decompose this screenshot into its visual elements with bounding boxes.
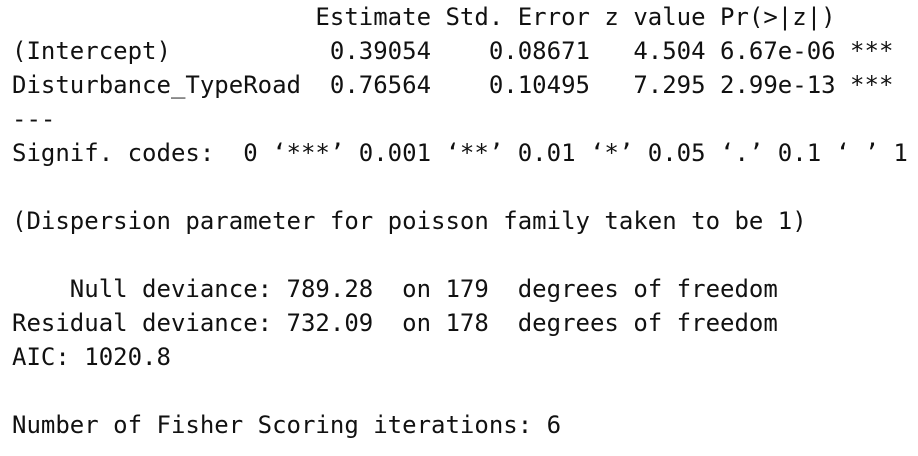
output-line: Signif. codes: 0 ‘***’ 0.001 ‘**’ 0.01 ‘… [12,139,908,167]
output-block: Number of Fisher Scoring iterations: 6 [12,408,918,442]
output-line: (Dispersion parameter for poisson family… [12,207,807,235]
output-line: Residual deviance: 732.09 on 178 degrees… [12,309,778,337]
output-line: --- [12,105,56,133]
output-line: (Intercept) 0.39054 0.08671 4.504 6.67e-… [12,37,894,65]
output-line: Disturbance_TypeRoad 0.76564 0.10495 7.2… [12,71,894,99]
output-block: (Dispersion parameter for poisson family… [12,204,918,238]
output-block: Estimate Std. Error z value Pr(>|z|) (Int… [12,0,918,170]
output-line: Number of Fisher Scoring iterations: 6 [12,411,562,439]
output-line: AIC: 1020.8 [12,343,171,371]
output-line: Null deviance: 789.28 on 179 degrees of … [12,275,778,303]
output-line: Estimate Std. Error z value Pr(>|z|) [12,3,836,31]
output-block: Null deviance: 789.28 on 179 degrees of … [12,272,918,374]
